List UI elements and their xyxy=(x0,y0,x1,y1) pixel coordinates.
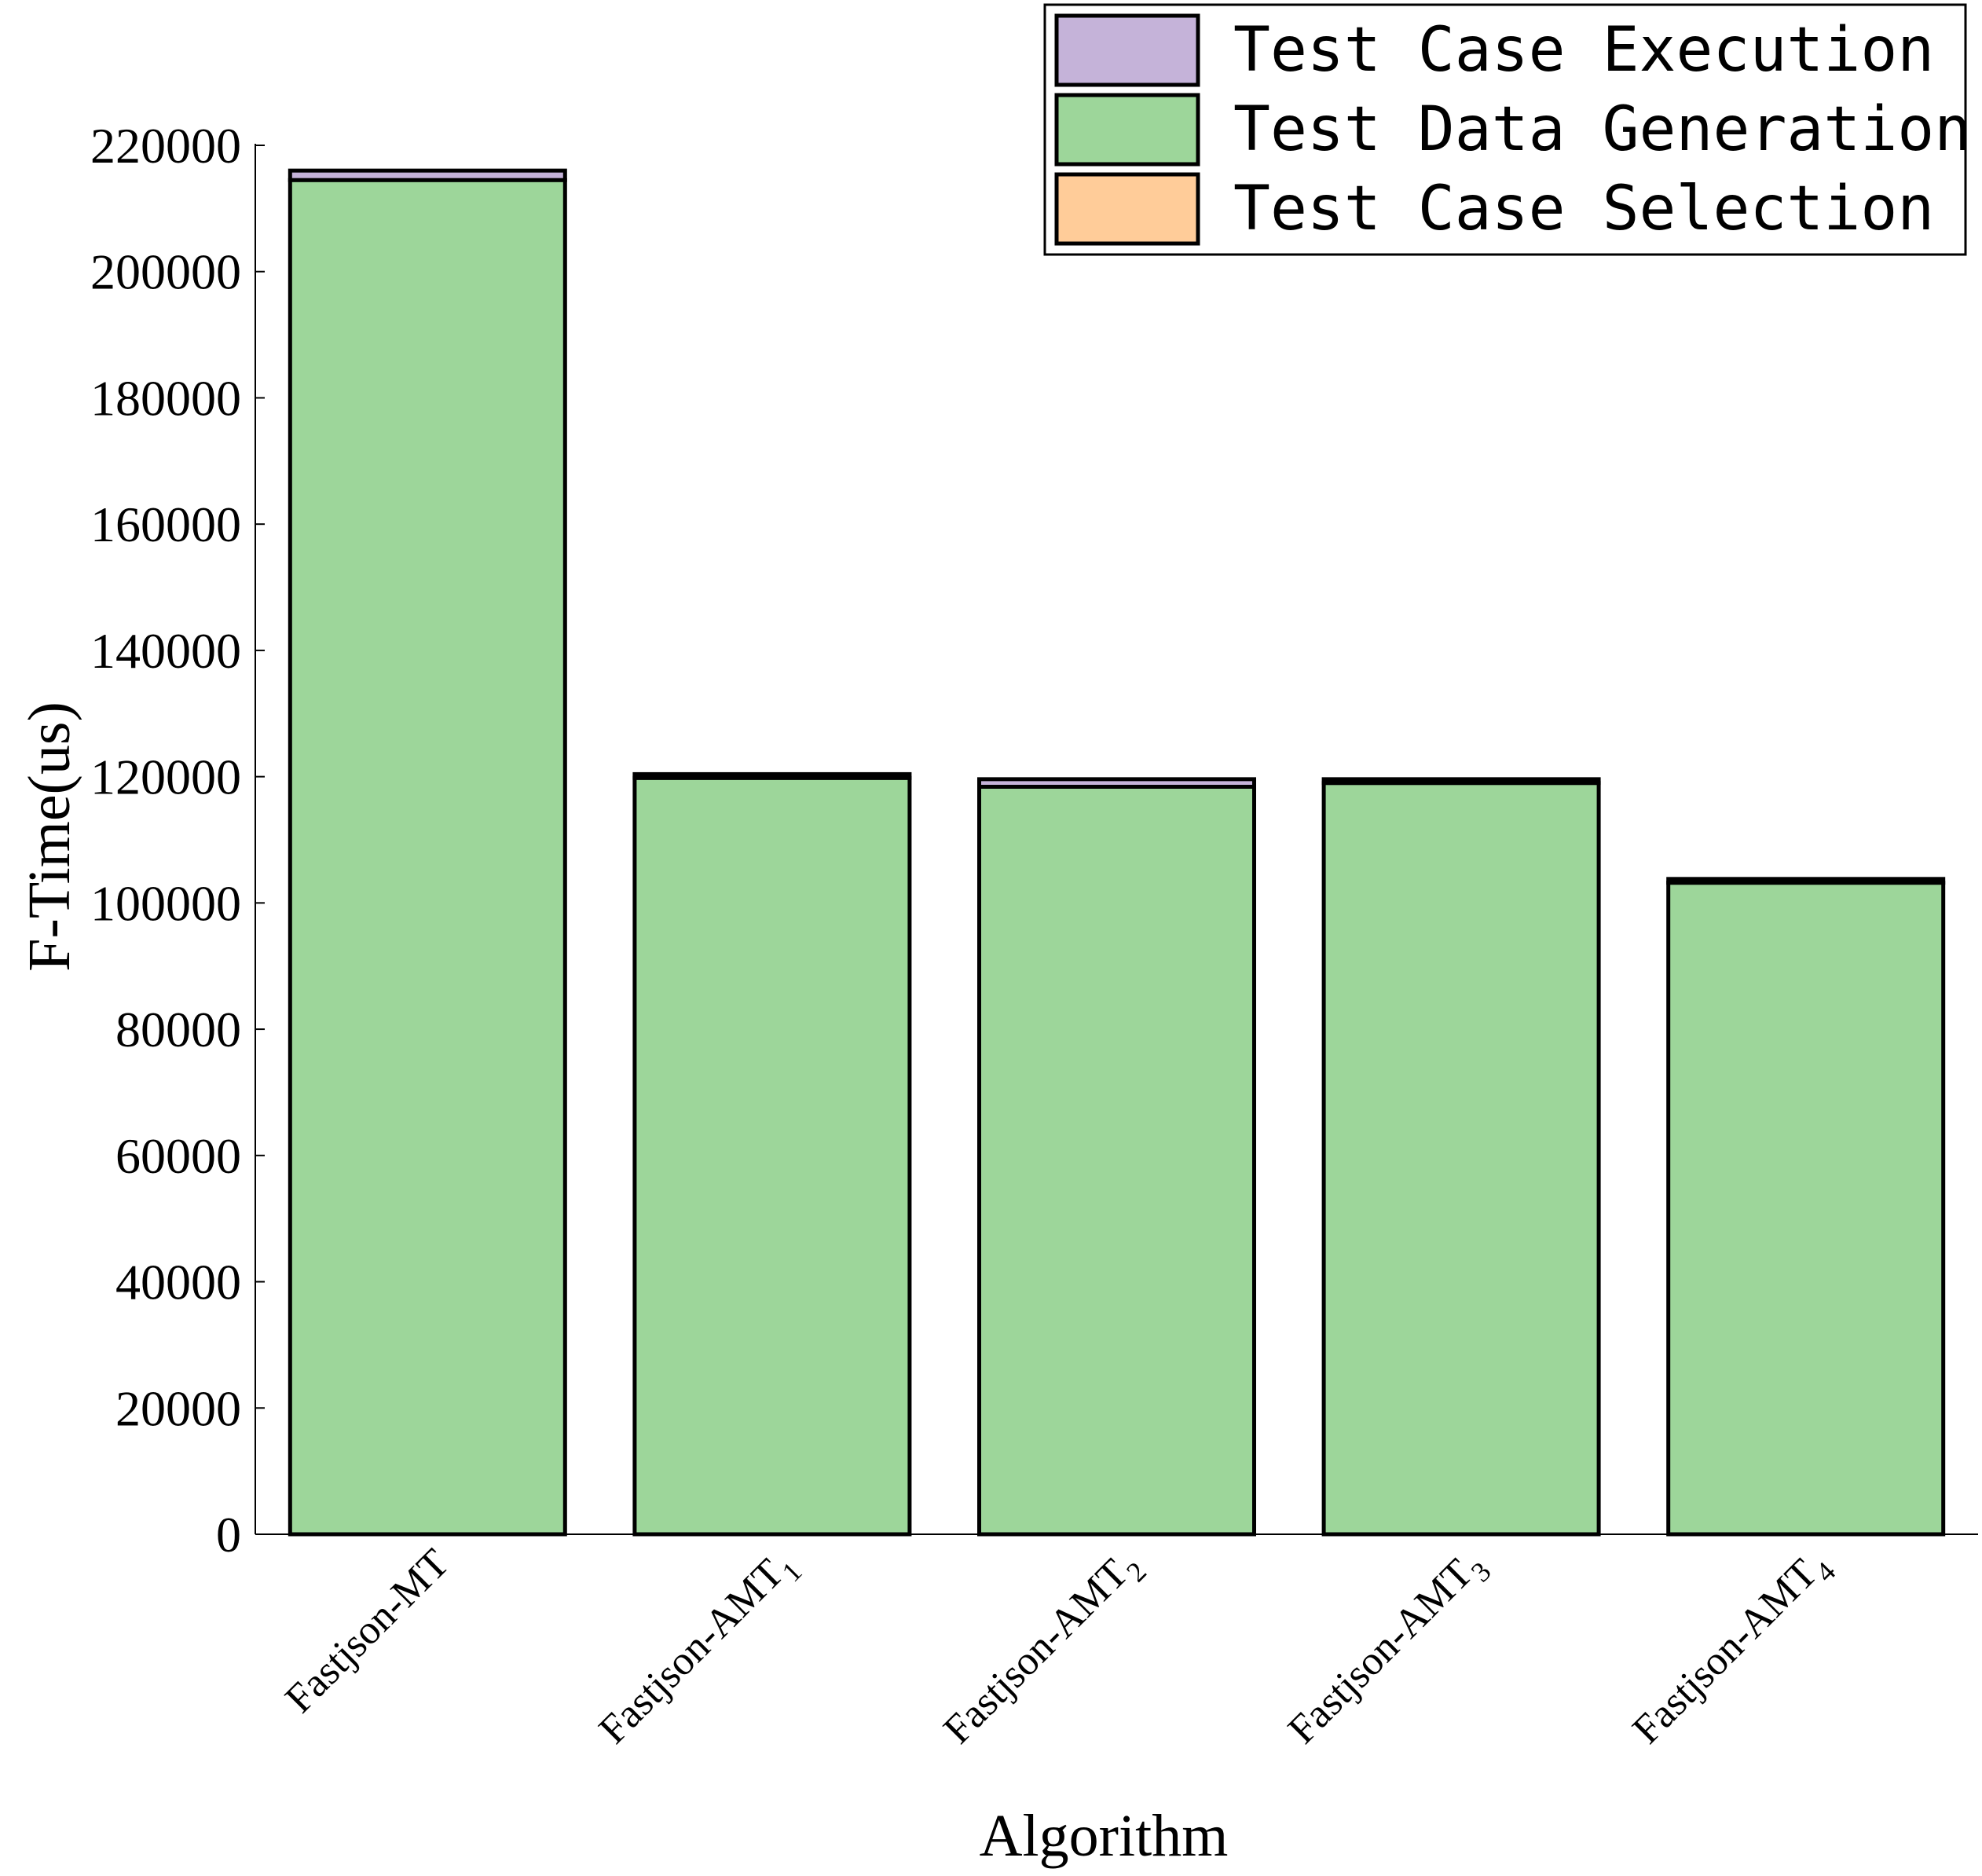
legend-label: Test Data Generation xyxy=(1233,94,1971,165)
bar-segment-test-data-generation xyxy=(632,775,912,1537)
y-tick-label: 100000 xyxy=(90,875,241,931)
bar-group xyxy=(977,777,1256,1537)
legend-label: Test Case Execution xyxy=(1233,15,1934,86)
x-tick-label: Fastjson-AMT4 xyxy=(1625,1541,1842,1758)
x-axis-label: Algorithm xyxy=(980,1803,1229,1869)
y-tick-label: 220000 xyxy=(90,118,241,174)
legend-swatch xyxy=(1054,172,1200,246)
y-tick-label: 140000 xyxy=(90,623,241,679)
legend-item: Test Case Selection xyxy=(1054,172,1934,246)
bar-group xyxy=(1666,877,1946,1537)
y-axis: 0 20000 40000 60000 80000 100000 120000 140000 1… xyxy=(90,118,265,1563)
y-tick-label: 0 xyxy=(216,1507,241,1563)
x-tick-label: Fastjson-AMT2 xyxy=(935,1541,1152,1758)
bars xyxy=(288,168,1946,1537)
legend-item: Test Data Generation xyxy=(1054,93,1971,167)
x-axis: Fastjson-MT Fastjson-AMT1 Fastjson-AMT2 Fas… xyxy=(255,1525,1978,1758)
bar-segment-test-data-generation xyxy=(977,784,1256,1537)
legend-item: Test Case Execution xyxy=(1054,13,1934,87)
y-tick-label: 120000 xyxy=(90,749,241,805)
bar-segment-test-data-generation xyxy=(1666,881,1946,1537)
bar-segment-test-data-generation xyxy=(288,178,567,1537)
y-tick-label: 180000 xyxy=(90,370,241,426)
bar-group xyxy=(632,771,912,1537)
bar-segment-test-case-execution xyxy=(288,168,567,182)
bar-segment-test-case-execution xyxy=(632,771,912,780)
bar-segment-test-case-execution xyxy=(977,777,1256,789)
x-tick-label: Fastjson-MT xyxy=(277,1541,457,1721)
x-tick-label: Fastjson-AMT1 xyxy=(591,1541,808,1758)
bar-group xyxy=(288,168,567,1537)
y-axis-label: F-Time(us) xyxy=(16,702,82,971)
bar-segment-test-data-generation xyxy=(1321,781,1601,1537)
y-tick-label: 160000 xyxy=(90,496,241,552)
legend: Test Case Execution Test Data Generation T… xyxy=(1043,3,1971,256)
y-tick-label: 40000 xyxy=(115,1255,241,1310)
legend-swatch xyxy=(1054,13,1200,87)
y-tick-label: 200000 xyxy=(90,244,241,300)
x-tick-label: Fastjson-AMT3 xyxy=(1280,1541,1497,1758)
y-tick-label: 60000 xyxy=(115,1128,241,1184)
legend-label: Test Case Selection xyxy=(1233,174,1934,244)
bar-segment-test-case-execution xyxy=(1321,777,1601,786)
legend-swatch xyxy=(1054,93,1200,167)
y-tick-label: 20000 xyxy=(115,1380,241,1436)
bar-segment-test-case-execution xyxy=(1666,877,1946,885)
bar-group xyxy=(1321,777,1601,1537)
y-tick-label: 80000 xyxy=(115,1002,241,1057)
